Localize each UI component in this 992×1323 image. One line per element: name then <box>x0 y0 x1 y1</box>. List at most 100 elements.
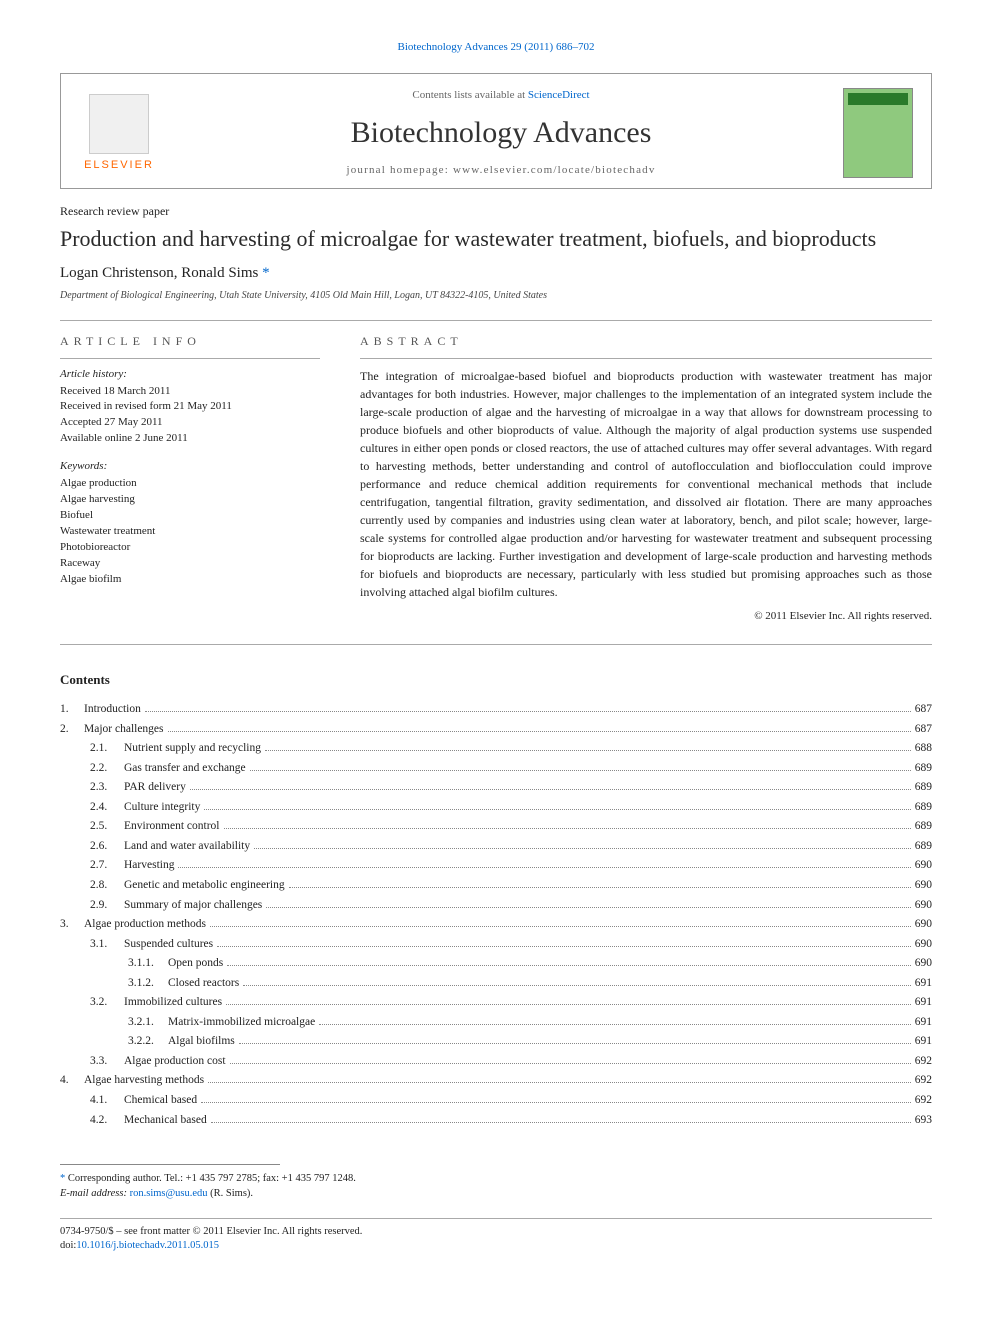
history-label: Article history: <box>60 367 320 382</box>
issn-line: 0734-9750/$ – see front matter © 2011 El… <box>60 1225 932 1239</box>
history-item: Accepted 27 May 2011 <box>60 415 320 431</box>
toc-page: 690 <box>915 935 932 955</box>
header-center: Contents lists available at ScienceDirec… <box>177 88 825 178</box>
toc-dots <box>204 809 910 810</box>
paper-title: Production and harvesting of microalgae … <box>60 225 932 253</box>
email-link[interactable]: ron.sims@usu.edu <box>130 1188 208 1199</box>
toc-dots <box>289 887 911 888</box>
toc-page: 692 <box>915 1071 932 1091</box>
toc-entry[interactable]: 3.2.2.Algal biofilms 691 <box>60 1032 932 1052</box>
toc-page: 689 <box>915 778 932 798</box>
toc-entry[interactable]: 2.9.Summary of major challenges 690 <box>60 896 932 916</box>
toc-entry[interactable]: 3.1.2.Closed reactors 691 <box>60 974 932 994</box>
keyword-item: Biofuel <box>60 508 320 524</box>
toc-title: Genetic and metabolic engineering <box>124 876 285 896</box>
elsevier-label: ELSEVIER <box>84 158 154 173</box>
toc-page: 687 <box>915 700 932 720</box>
bottom-divider <box>60 1218 932 1219</box>
toc-title: Culture integrity <box>124 798 200 818</box>
toc-page: 689 <box>915 817 932 837</box>
toc-title: Matrix-immobilized microalgae <box>168 1013 315 1033</box>
toc-dots <box>145 711 911 712</box>
toc-entry[interactable]: 2.6.Land and water availability 689 <box>60 837 932 857</box>
toc-entry[interactable]: 2.Major challenges 687 <box>60 720 932 740</box>
info-abstract-row: ARTICLE INFO Article history: Received 1… <box>60 333 932 623</box>
toc-entry[interactable]: 2.7.Harvesting 690 <box>60 856 932 876</box>
toc-dots <box>190 789 911 790</box>
sciencedirect-link[interactable]: ScienceDirect <box>528 89 590 101</box>
history-item: Received 18 March 2011 <box>60 384 320 400</box>
toc-entry[interactable]: 2.8.Genetic and metabolic engineering 69… <box>60 876 932 896</box>
toc-entry[interactable]: 3.1.1.Open ponds 690 <box>60 954 932 974</box>
toc-entry[interactable]: 3.3.Algae production cost 692 <box>60 1052 932 1072</box>
toc-title: Introduction <box>84 700 141 720</box>
doi-link[interactable]: 10.1016/j.biotechadv.2011.05.015 <box>76 1240 219 1251</box>
affiliation: Department of Biological Engineering, Ut… <box>60 289 932 303</box>
toc-title: Immobilized cultures <box>124 993 222 1013</box>
toc-entry[interactable]: 3.1.Suspended cultures 690 <box>60 935 932 955</box>
toc-title: PAR delivery <box>124 778 186 798</box>
toc-page: 690 <box>915 856 932 876</box>
toc-title: Chemical based <box>124 1091 197 1111</box>
toc-number: 2.8. <box>90 876 124 896</box>
toc-page: 692 <box>915 1052 932 1072</box>
info-rule <box>60 358 320 359</box>
toc-dots <box>210 926 911 927</box>
toc-title: Open ponds <box>168 954 223 974</box>
divider <box>60 644 932 645</box>
toc-entry[interactable]: 2.4.Culture integrity 689 <box>60 798 932 818</box>
journal-homepage: journal homepage: www.elsevier.com/locat… <box>177 163 825 178</box>
corresponding-marker: * <box>262 265 270 281</box>
abstract-column: ABSTRACT The integration of microalgae-b… <box>360 333 932 623</box>
toc-number: 3.2.2. <box>128 1032 168 1052</box>
contents-prefix: Contents lists available at <box>412 89 527 101</box>
table-of-contents: 1.Introduction 6872.Major challenges 687… <box>60 700 932 1130</box>
email-label: E-mail address: <box>60 1188 130 1199</box>
toc-entry[interactable]: 2.1.Nutrient supply and recycling 688 <box>60 739 932 759</box>
toc-page: 691 <box>915 974 932 994</box>
toc-number: 2.7. <box>90 856 124 876</box>
keyword-item: Photobioreactor <box>60 540 320 556</box>
toc-page: 693 <box>915 1111 932 1131</box>
toc-number: 2.1. <box>90 739 124 759</box>
homepage-url[interactable]: www.elsevier.com/locate/biotechadv <box>453 164 656 176</box>
abstract-copyright: © 2011 Elsevier Inc. All rights reserved… <box>360 609 932 624</box>
toc-entry[interactable]: 3.2.Immobilized cultures 691 <box>60 993 932 1013</box>
abstract-heading: ABSTRACT <box>360 333 932 349</box>
abstract-text: The integration of microalgae-based biof… <box>360 367 932 601</box>
divider <box>60 320 932 321</box>
keywords-label: Keywords: <box>60 459 320 474</box>
toc-page: 690 <box>915 915 932 935</box>
toc-entry[interactable]: 3.Algae production methods 690 <box>60 915 932 935</box>
history-item: Received in revised form 21 May 2011 <box>60 399 320 415</box>
toc-entry[interactable]: 4.1.Chemical based 692 <box>60 1091 932 1111</box>
top-citation[interactable]: Biotechnology Advances 29 (2011) 686–702 <box>60 40 932 55</box>
toc-page: 690 <box>915 876 932 896</box>
toc-number: 3.3. <box>90 1052 124 1072</box>
elsevier-tree-icon <box>89 94 149 154</box>
toc-dots <box>254 848 911 849</box>
toc-dots <box>168 731 911 732</box>
toc-title: Mechanical based <box>124 1111 207 1131</box>
toc-entry[interactable]: 1.Introduction 687 <box>60 700 932 720</box>
toc-title: Major challenges <box>84 720 164 740</box>
toc-dots <box>201 1102 911 1103</box>
journal-header: ELSEVIER Contents lists available at Sci… <box>60 73 932 189</box>
toc-entry[interactable]: 4.Algae harvesting methods 692 <box>60 1071 932 1091</box>
toc-entry[interactable]: 3.2.1.Matrix-immobilized microalgae 691 <box>60 1013 932 1033</box>
toc-entry[interactable]: 2.2.Gas transfer and exchange 689 <box>60 759 932 779</box>
toc-page: 691 <box>915 1013 932 1033</box>
toc-entry[interactable]: 4.2.Mechanical based 693 <box>60 1111 932 1131</box>
toc-number: 3.1.1. <box>128 954 168 974</box>
toc-entry[interactable]: 2.5.Environment control 689 <box>60 817 932 837</box>
toc-entry[interactable]: 2.3.PAR delivery 689 <box>60 778 932 798</box>
toc-title: Algae production cost <box>124 1052 226 1072</box>
toc-title: Algal biofilms <box>168 1032 235 1052</box>
toc-dots <box>239 1043 911 1044</box>
toc-dots <box>226 1004 911 1005</box>
keywords-list: Algae productionAlgae harvestingBiofuelW… <box>60 476 320 588</box>
toc-title: Land and water availability <box>124 837 250 857</box>
toc-page: 690 <box>915 954 932 974</box>
authors: Logan Christenson, Ronald Sims * <box>60 263 932 283</box>
footnote-text: Corresponding author. Tel.: +1 435 797 2… <box>65 1173 356 1184</box>
